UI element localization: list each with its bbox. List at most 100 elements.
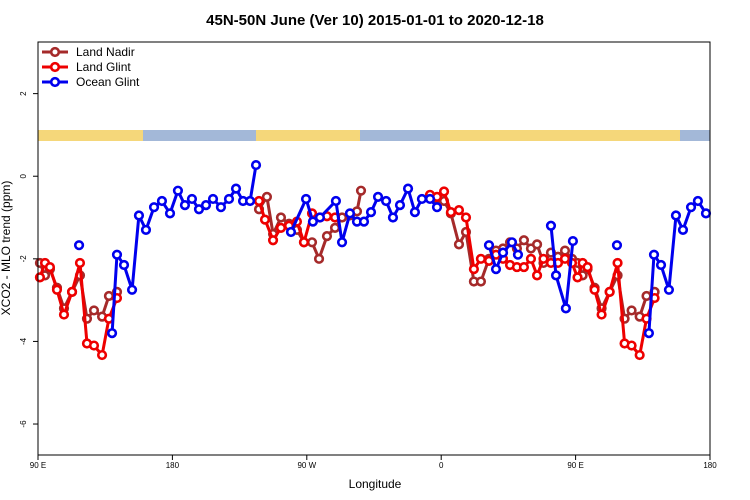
data-point: [193, 204, 205, 215]
y-tick-label: -2: [19, 255, 28, 263]
chart-title: 45N-50N June (Ver 10) 2015-01-01 to 2020…: [206, 12, 544, 29]
data-point: [330, 195, 342, 207]
data-point: [58, 309, 70, 320]
data-point: [550, 270, 562, 281]
data-point: [453, 239, 465, 250]
data-point: [358, 216, 370, 227]
data-point: [490, 264, 502, 275]
x-tick-label: 90 E: [30, 461, 46, 470]
plot-frame: [37, 41, 711, 456]
data-point: [700, 208, 712, 219]
data-point: [559, 245, 571, 256]
data-point: [88, 305, 100, 316]
data-point: [685, 202, 697, 213]
data-point: [261, 191, 273, 202]
data-point: [321, 231, 333, 242]
data-point: [431, 202, 443, 213]
y-tick-label: 2: [19, 91, 28, 96]
data-point: [51, 284, 63, 295]
data-point: [111, 249, 123, 260]
data-point: [307, 216, 319, 227]
data-point: [300, 193, 312, 205]
y-tick-label: 0: [19, 173, 28, 178]
data-point: [164, 208, 176, 219]
data-point: [394, 200, 406, 211]
ocean-band: [38, 130, 710, 141]
data-point: [634, 349, 645, 361]
data-point: [648, 249, 660, 260]
data-point: [611, 240, 623, 251]
data-point: [44, 261, 56, 273]
data-point: [314, 212, 326, 223]
data-point: [582, 261, 593, 273]
data-point: [589, 284, 600, 295]
data-point: [186, 193, 198, 205]
data-point: [34, 272, 46, 283]
data-point: [126, 284, 138, 295]
data-point: [140, 224, 152, 236]
plot-area: [34, 159, 712, 361]
data-point: [445, 207, 457, 218]
data-point: [275, 212, 287, 223]
data-point: [74, 257, 86, 269]
data-point: [355, 185, 367, 196]
x-tick-label: 180: [166, 461, 180, 470]
data-point: [545, 220, 557, 231]
data-point: [483, 240, 495, 251]
land-band: [256, 130, 360, 141]
land-band: [440, 130, 680, 141]
data-point: [103, 290, 115, 302]
data-point: [518, 261, 530, 273]
land-mask-band: [38, 130, 710, 141]
data-point: [626, 305, 637, 316]
land-band: [38, 130, 143, 141]
data-point: [655, 259, 667, 271]
data-point: [402, 183, 414, 194]
y-tick-label: -4: [19, 337, 28, 345]
data-point: [336, 237, 348, 248]
data-point: [275, 222, 287, 233]
x-axis-label: Longitude: [349, 477, 402, 491]
data-point: [267, 235, 279, 246]
data-point: [207, 193, 219, 205]
data-point: [372, 191, 384, 202]
data-point: [525, 253, 537, 264]
legend-label: Land Nadir: [76, 45, 135, 59]
data-point: [567, 235, 579, 247]
data-point: [438, 186, 450, 197]
data-point: [468, 264, 480, 275]
data-point: [518, 235, 530, 246]
data-point: [612, 257, 623, 269]
data-point: [677, 224, 689, 236]
data-point: [663, 284, 675, 295]
data-point: [156, 195, 168, 207]
data-point: [506, 237, 518, 248]
data-point: [475, 253, 487, 264]
data-point: [88, 340, 100, 351]
data-point: [285, 226, 297, 238]
data-point: [230, 183, 242, 194]
legend-marker: [49, 46, 61, 58]
data-point: [538, 253, 549, 264]
data-point: [641, 290, 652, 302]
data-point: [512, 249, 524, 260]
data-point: [475, 276, 487, 287]
data-point: [223, 193, 235, 205]
data-point: [497, 247, 509, 258]
data-point: [531, 270, 543, 281]
data-point: [559, 253, 571, 264]
data-point: [416, 193, 428, 205]
x-tick-label: 0: [439, 461, 444, 470]
x-tick-label: 180: [703, 461, 717, 470]
data-point: [596, 309, 607, 320]
x-tick-label: 90 E: [567, 461, 583, 470]
data-point: [572, 272, 583, 283]
data-point: [670, 210, 682, 221]
data-point: [244, 195, 256, 207]
legend-marker: [49, 76, 61, 88]
y-tick-label: -6: [19, 420, 28, 428]
data-point: [604, 286, 615, 297]
data-point: [133, 210, 145, 221]
data-point: [453, 204, 465, 216]
data-point: [387, 212, 399, 223]
